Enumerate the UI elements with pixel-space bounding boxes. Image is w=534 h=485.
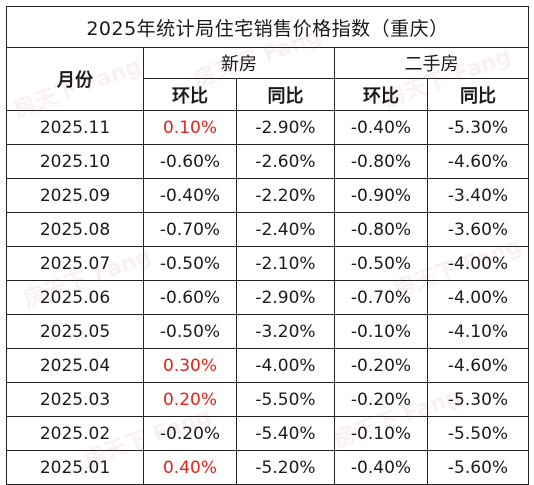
month-header: 月份 (6, 47, 144, 111)
month-cell: 2025.07 (6, 246, 144, 281)
price-index-table: 2025年统计局住宅销售价格指数（重庆） 月份 新房 二手房 环比 同比 环比 … (6, 6, 529, 485)
new-mom-cell: -0.50% (143, 246, 237, 281)
new-yoy-cell: -5.50% (236, 382, 335, 417)
new-mom-cell: -0.60% (143, 280, 237, 315)
used-mom-cell: -0.10% (334, 416, 428, 451)
used-mom-cell: -0.80% (334, 212, 428, 247)
used-mom-cell: -0.10% (334, 314, 428, 349)
used-yoy-cell: -4.60% (427, 348, 529, 383)
used-yoy-cell: -4.60% (427, 144, 529, 179)
month-cell: 2025.04 (6, 348, 144, 383)
table-row: 2025.01 0.40% -5.20% -0.40% -5.60% (6, 450, 529, 485)
used-mom-cell: -0.40% (334, 450, 428, 485)
new-mom-cell: -0.20% (143, 416, 237, 451)
table-row: 2025.05 -0.50% -3.20% -0.10% -4.10% (6, 314, 529, 349)
table-title: 2025年统计局住宅销售价格指数（重庆） (6, 6, 529, 48)
table-row: 2025.07 -0.50% -2.10% -0.50% -4.00% (6, 246, 529, 281)
month-cell: 2025.09 (6, 178, 144, 213)
month-cell: 2025.01 (6, 450, 144, 485)
subheader-new-mom: 环比 (143, 78, 237, 111)
used-yoy-cell: -4.00% (427, 246, 529, 281)
used-mom-cell: -0.20% (334, 348, 428, 383)
table-row: 2025.09 -0.40% -2.20% -0.90% -3.40% (6, 178, 529, 213)
used-mom-cell: -0.90% (334, 178, 428, 213)
new-yoy-cell: -2.90% (236, 110, 335, 145)
group-header-used: 二手房 (334, 47, 529, 79)
new-yoy-cell: -4.00% (236, 348, 335, 383)
used-yoy-cell: -4.00% (427, 280, 529, 315)
new-mom-cell: 0.20% (143, 382, 237, 417)
new-yoy-cell: -2.60% (236, 144, 335, 179)
used-mom-cell: -0.50% (334, 246, 428, 281)
used-mom-cell: -0.40% (334, 110, 428, 145)
used-yoy-cell: -3.40% (427, 178, 529, 213)
month-cell: 2025.08 (6, 212, 144, 247)
new-yoy-cell: -2.20% (236, 178, 335, 213)
group-header-row: 月份 新房 二手房 (6, 47, 529, 111)
used-yoy-cell: -5.50% (427, 416, 529, 451)
new-mom-cell: 0.40% (143, 450, 237, 485)
table-row: 2025.02 -0.20% -5.40% -0.10% -5.50% (6, 416, 529, 451)
new-mom-cell: -0.60% (143, 144, 237, 179)
new-yoy-cell: -2.10% (236, 246, 335, 281)
subheader-used-mom: 环比 (334, 78, 428, 111)
subheader-used-yoy: 同比 (427, 78, 529, 111)
month-cell: 2025.02 (6, 416, 144, 451)
new-mom-cell: -0.40% (143, 178, 237, 213)
new-mom-cell: -0.50% (143, 314, 237, 349)
new-yoy-cell: -2.90% (236, 280, 335, 315)
used-yoy-cell: -5.30% (427, 382, 529, 417)
used-yoy-cell: -5.30% (427, 110, 529, 145)
used-yoy-cell: -5.60% (427, 450, 529, 485)
new-mom-cell: 0.10% (143, 110, 237, 145)
table-row: 2025.04 0.30% -4.00% -0.20% -4.60% (6, 348, 529, 383)
new-yoy-cell: -5.40% (236, 416, 335, 451)
new-mom-cell: -0.70% (143, 212, 237, 247)
sub-header-row: 环比 同比 环比 同比 (7, 78, 529, 111)
month-cell: 2025.06 (6, 280, 144, 315)
new-yoy-cell: -2.40% (236, 212, 335, 247)
month-cell: 2025.11 (6, 110, 144, 145)
table-row: 2025.03 0.20% -5.50% -0.20% -5.30% (6, 382, 529, 417)
title-row: 2025年统计局住宅销售价格指数（重庆） (6, 6, 529, 48)
table-row: 2025.06 -0.60% -2.90% -0.70% -4.00% (6, 280, 529, 315)
group-header-new: 新房 (143, 47, 335, 79)
month-cell: 2025.03 (6, 382, 144, 417)
table-row: 2025.10 -0.60% -2.60% -0.80% -4.60% (6, 144, 529, 179)
used-mom-cell: -0.80% (334, 144, 428, 179)
subheader-new-yoy: 同比 (236, 78, 335, 111)
new-yoy-cell: -5.20% (236, 450, 335, 485)
month-cell: 2025.05 (6, 314, 144, 349)
month-cell: 2025.10 (6, 144, 144, 179)
new-yoy-cell: -3.20% (236, 314, 335, 349)
used-mom-cell: -0.70% (334, 280, 428, 315)
used-yoy-cell: -4.10% (427, 314, 529, 349)
table-row: 2025.08 -0.70% -2.40% -0.80% -3.60% (6, 212, 529, 247)
table-row: 2025.11 0.10% -2.90% -0.40% -5.30% (6, 110, 529, 145)
new-mom-cell: 0.30% (143, 348, 237, 383)
used-mom-cell: -0.20% (334, 382, 428, 417)
used-yoy-cell: -3.60% (427, 212, 529, 247)
